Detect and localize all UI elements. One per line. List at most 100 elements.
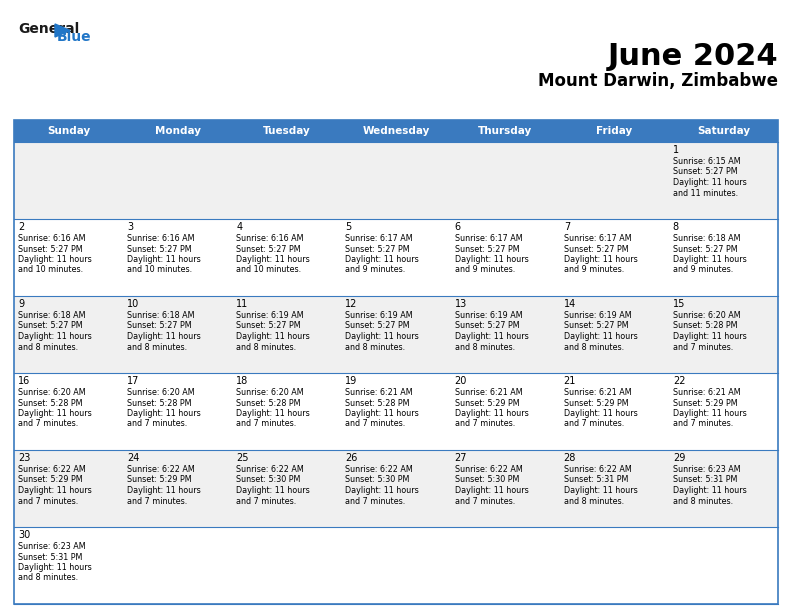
Text: Daylight: 11 hours: Daylight: 11 hours	[455, 409, 528, 418]
Text: 26: 26	[345, 453, 358, 463]
Text: Saturday: Saturday	[697, 126, 750, 136]
Text: and 7 minutes.: and 7 minutes.	[128, 419, 188, 428]
Text: and 7 minutes.: and 7 minutes.	[673, 343, 733, 351]
Text: Sunrise: 6:22 AM: Sunrise: 6:22 AM	[455, 465, 522, 474]
Text: Sunrise: 6:16 AM: Sunrise: 6:16 AM	[128, 234, 195, 243]
Text: Daylight: 11 hours: Daylight: 11 hours	[564, 255, 638, 264]
Text: and 7 minutes.: and 7 minutes.	[18, 496, 78, 506]
Text: 15: 15	[673, 299, 685, 309]
Bar	[451, 450, 560, 527]
Bar	[669, 527, 778, 604]
Bar	[560, 296, 669, 373]
Text: 29: 29	[673, 453, 685, 463]
Text: Sunrise: 6:18 AM: Sunrise: 6:18 AM	[128, 311, 195, 320]
Text: Daylight: 11 hours: Daylight: 11 hours	[345, 255, 419, 264]
Text: Sunrise: 6:19 AM: Sunrise: 6:19 AM	[345, 311, 413, 320]
Text: Sunrise: 6:23 AM: Sunrise: 6:23 AM	[18, 542, 86, 551]
Bar	[341, 142, 451, 219]
Bar	[451, 219, 560, 296]
Text: and 7 minutes.: and 7 minutes.	[18, 419, 78, 428]
Text: Sunset: 5:27 PM: Sunset: 5:27 PM	[455, 245, 520, 253]
Text: Sunrise: 6:20 AM: Sunrise: 6:20 AM	[673, 311, 741, 320]
Text: and 11 minutes.: and 11 minutes.	[673, 188, 738, 198]
Bar	[451, 142, 560, 219]
Text: Daylight: 11 hours: Daylight: 11 hours	[564, 409, 638, 418]
Text: Mount Darwin, Zimbabwe: Mount Darwin, Zimbabwe	[538, 72, 778, 90]
Text: and 9 minutes.: and 9 minutes.	[564, 266, 624, 275]
Text: Daylight: 11 hours: Daylight: 11 hours	[128, 255, 201, 264]
Text: Sunrise: 6:20 AM: Sunrise: 6:20 AM	[236, 388, 304, 397]
Text: Daylight: 11 hours: Daylight: 11 hours	[128, 486, 201, 495]
Text: Daylight: 11 hours: Daylight: 11 hours	[345, 409, 419, 418]
Text: and 7 minutes.: and 7 minutes.	[564, 419, 624, 428]
Bar	[232, 296, 341, 373]
Text: and 7 minutes.: and 7 minutes.	[236, 419, 296, 428]
Text: Daylight: 11 hours: Daylight: 11 hours	[18, 409, 92, 418]
Text: 17: 17	[128, 376, 139, 386]
Text: Daylight: 11 hours: Daylight: 11 hours	[236, 409, 310, 418]
Text: 8: 8	[673, 222, 679, 232]
Text: Daylight: 11 hours: Daylight: 11 hours	[18, 486, 92, 495]
Text: 13: 13	[455, 299, 466, 309]
Text: 12: 12	[345, 299, 358, 309]
Text: and 7 minutes.: and 7 minutes.	[236, 496, 296, 506]
Text: Sunset: 5:27 PM: Sunset: 5:27 PM	[673, 168, 737, 176]
Polygon shape	[55, 24, 70, 37]
Text: Sunrise: 6:22 AM: Sunrise: 6:22 AM	[564, 465, 631, 474]
Text: Sunset: 5:29 PM: Sunset: 5:29 PM	[564, 398, 628, 408]
Text: Daylight: 11 hours: Daylight: 11 hours	[564, 332, 638, 341]
Bar	[123, 142, 232, 219]
Text: Monday: Monday	[154, 126, 200, 136]
Bar	[560, 142, 669, 219]
Text: Sunset: 5:31 PM: Sunset: 5:31 PM	[564, 476, 628, 485]
Text: Sunset: 5:27 PM: Sunset: 5:27 PM	[564, 245, 628, 253]
Text: Sunrise: 6:21 AM: Sunrise: 6:21 AM	[345, 388, 413, 397]
Text: Sunset: 5:28 PM: Sunset: 5:28 PM	[128, 398, 192, 408]
Text: 2: 2	[18, 222, 25, 232]
Bar	[14, 219, 123, 296]
Text: Daylight: 11 hours: Daylight: 11 hours	[18, 332, 92, 341]
Text: and 9 minutes.: and 9 minutes.	[345, 266, 406, 275]
Bar	[341, 450, 451, 527]
Text: Daylight: 11 hours: Daylight: 11 hours	[236, 332, 310, 341]
Text: Daylight: 11 hours: Daylight: 11 hours	[455, 486, 528, 495]
Text: 18: 18	[236, 376, 249, 386]
Text: 4: 4	[236, 222, 242, 232]
Text: Sunrise: 6:21 AM: Sunrise: 6:21 AM	[673, 388, 741, 397]
Text: Sunset: 5:27 PM: Sunset: 5:27 PM	[345, 245, 410, 253]
Text: 19: 19	[345, 376, 358, 386]
Text: Daylight: 11 hours: Daylight: 11 hours	[18, 563, 92, 572]
Text: 1: 1	[673, 145, 679, 155]
Text: Sunrise: 6:21 AM: Sunrise: 6:21 AM	[455, 388, 522, 397]
Text: Sunrise: 6:22 AM: Sunrise: 6:22 AM	[128, 465, 195, 474]
Text: Sunrise: 6:17 AM: Sunrise: 6:17 AM	[455, 234, 522, 243]
Text: Daylight: 11 hours: Daylight: 11 hours	[564, 486, 638, 495]
Text: 21: 21	[564, 376, 576, 386]
Text: Sunset: 5:30 PM: Sunset: 5:30 PM	[455, 476, 519, 485]
Text: and 9 minutes.: and 9 minutes.	[673, 266, 733, 275]
Text: 23: 23	[18, 453, 30, 463]
Text: 5: 5	[345, 222, 352, 232]
Text: Sunset: 5:29 PM: Sunset: 5:29 PM	[673, 398, 737, 408]
Text: Daylight: 11 hours: Daylight: 11 hours	[673, 332, 747, 341]
Bar	[123, 373, 232, 450]
Text: Sunset: 5:27 PM: Sunset: 5:27 PM	[455, 321, 520, 330]
Text: 14: 14	[564, 299, 576, 309]
Text: Sunrise: 6:22 AM: Sunrise: 6:22 AM	[345, 465, 413, 474]
Text: Sunset: 5:28 PM: Sunset: 5:28 PM	[345, 398, 410, 408]
Text: Sunset: 5:31 PM: Sunset: 5:31 PM	[18, 553, 82, 561]
Text: Tuesday: Tuesday	[263, 126, 310, 136]
Text: Sunrise: 6:15 AM: Sunrise: 6:15 AM	[673, 157, 741, 166]
Text: Sunset: 5:29 PM: Sunset: 5:29 PM	[128, 476, 192, 485]
Text: Sunset: 5:29 PM: Sunset: 5:29 PM	[18, 476, 82, 485]
Text: 7: 7	[564, 222, 570, 232]
Text: Sunrise: 6:18 AM: Sunrise: 6:18 AM	[18, 311, 86, 320]
Text: Sunset: 5:27 PM: Sunset: 5:27 PM	[18, 321, 82, 330]
Bar	[14, 296, 123, 373]
Bar	[560, 373, 669, 450]
Text: and 8 minutes.: and 8 minutes.	[236, 343, 296, 351]
Bar	[14, 373, 123, 450]
Bar	[341, 219, 451, 296]
Text: Sunset: 5:30 PM: Sunset: 5:30 PM	[236, 476, 301, 485]
Bar	[123, 450, 232, 527]
